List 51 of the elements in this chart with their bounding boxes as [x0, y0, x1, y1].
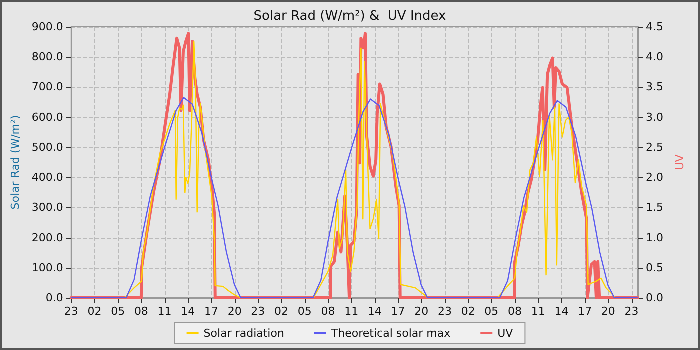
- x-tick-label: 23: [624, 305, 639, 318]
- legend-label: Solar radiation: [204, 327, 284, 340]
- x-tick-label: 05: [298, 305, 312, 318]
- y-tick-label: 300.0: [32, 201, 64, 214]
- y-tick-label: 900.0: [32, 20, 64, 34]
- x-tick-label: 05: [111, 305, 126, 318]
- y-tick-label: 0.0: [46, 292, 64, 304]
- x-tick-label: 14: [181, 305, 196, 318]
- x-tick-label: 23: [251, 305, 266, 318]
- x-tick-label: 20: [228, 305, 242, 318]
- y2-tick-label: 1.0: [646, 231, 664, 244]
- y2-tick-label: 0.0: [646, 292, 664, 304]
- y-tick-label: 200.0: [32, 231, 64, 244]
- y-tick-label: 400.0: [32, 171, 64, 184]
- x-tick-label: 08: [321, 305, 336, 318]
- y2-tick-label: 2.0: [646, 171, 664, 184]
- x-tick-label: 08: [134, 305, 148, 318]
- y2-axis-title: UV: [673, 154, 686, 170]
- y-tick-label: 700.0: [32, 80, 64, 94]
- x-tick-label: 02: [88, 305, 102, 318]
- y-axis-title: Solar Rad (W/m²): [9, 115, 22, 210]
- y2-tick-label: 4.0: [646, 50, 664, 64]
- x-tick-label: 14: [368, 305, 382, 318]
- x-tick-label: 14: [554, 305, 569, 318]
- x-tick-label: 05: [484, 305, 499, 318]
- x-tick-label: 17: [204, 305, 218, 318]
- x-tick-label: 17: [578, 305, 592, 318]
- y2-tick-label: 4.5: [646, 20, 664, 34]
- x-tick-label: 20: [601, 305, 616, 318]
- legend-label: Theoretical solar max: [330, 327, 452, 340]
- x-tick-label: 23: [438, 305, 452, 318]
- y-tick-label: 600.0: [32, 110, 64, 124]
- x-tick-label: 17: [391, 305, 406, 318]
- x-tick-label: 11: [344, 305, 359, 318]
- x-tick-label: 23: [64, 305, 78, 318]
- y2-tick-label: 0.5: [646, 261, 664, 274]
- x-tick-label: 02: [274, 305, 289, 318]
- x-tick-label: 02: [461, 305, 476, 318]
- y2-tick-label: 1.5: [646, 201, 664, 214]
- x-tick-label: 11: [531, 305, 546, 318]
- chart-title: Solar Rad (W/m²) & UV Index: [254, 9, 447, 24]
- y-tick-label: 800.0: [32, 50, 64, 64]
- x-tick-label: 20: [414, 305, 429, 318]
- y-tick-label: 100.0: [32, 261, 64, 274]
- y-tick-label: 500.0: [32, 140, 64, 154]
- x-tick-label: 11: [158, 305, 172, 318]
- legend-label: UV: [498, 327, 514, 340]
- y2-tick-label: 3.0: [646, 110, 664, 124]
- x-tick-label: 08: [508, 305, 522, 318]
- y2-tick-label: 2.5: [646, 140, 664, 154]
- y2-tick-label: 3.5: [646, 80, 664, 94]
